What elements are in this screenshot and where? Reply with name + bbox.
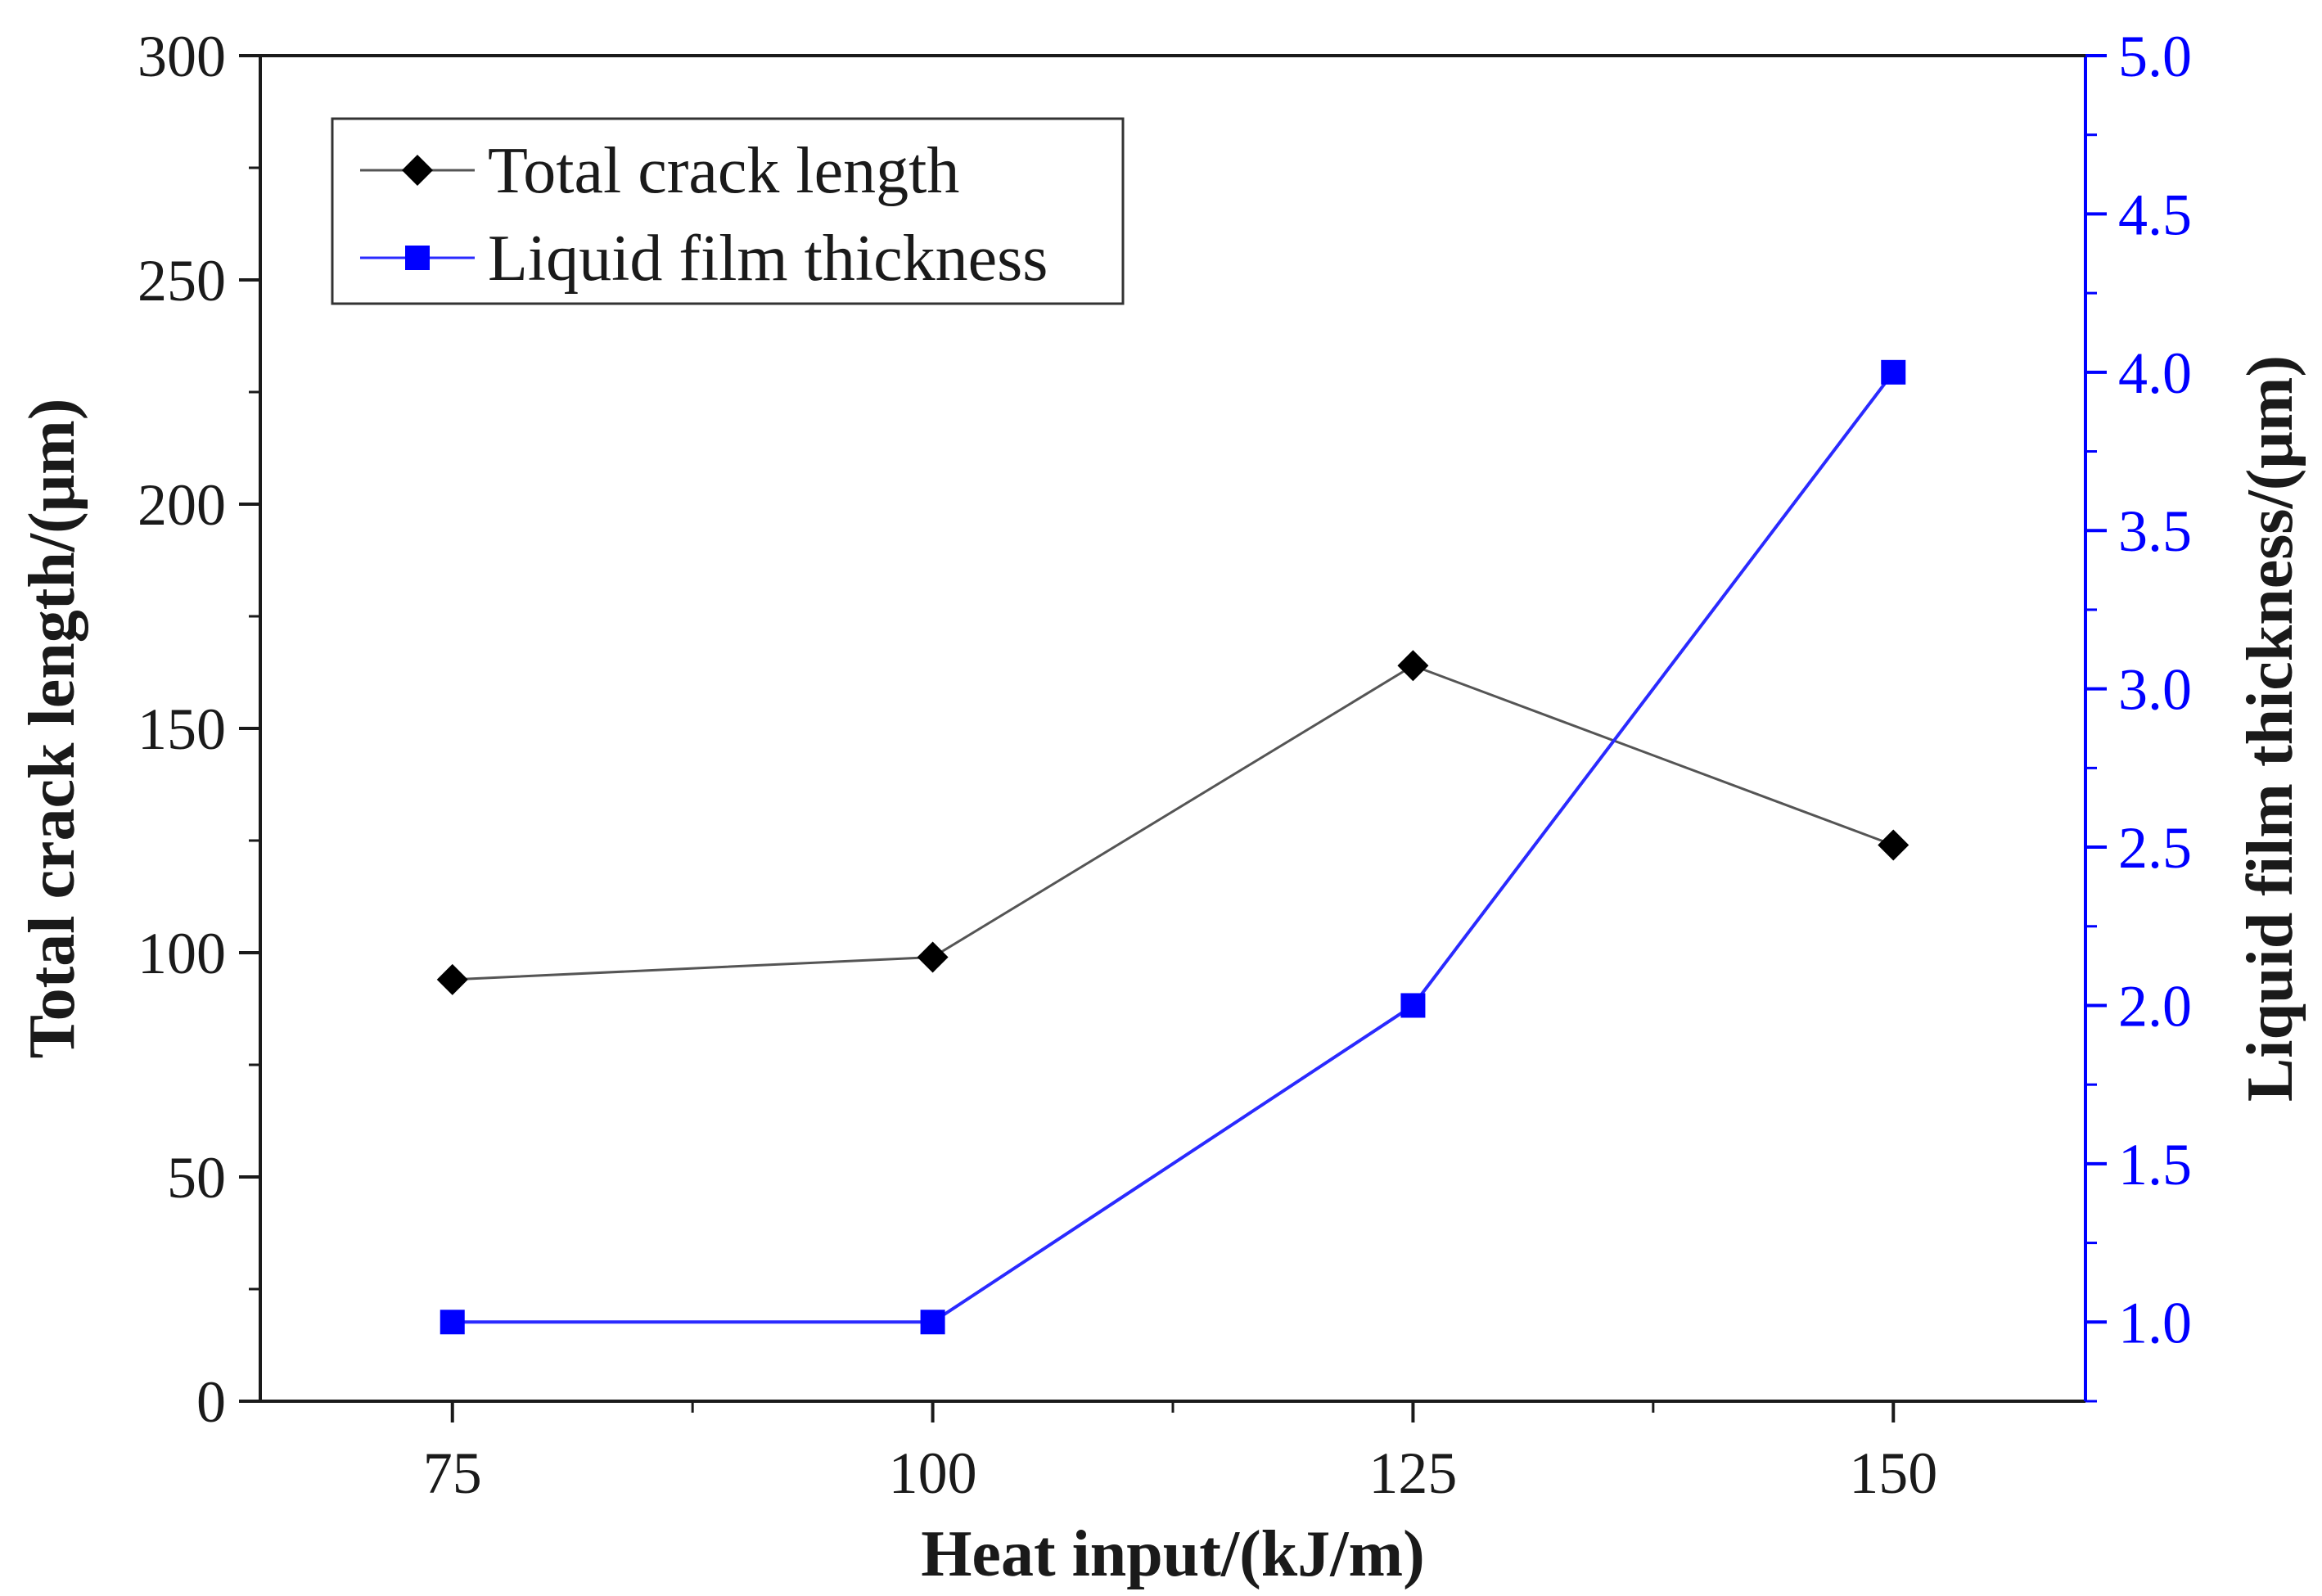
data-point-liquid-film-thickness bbox=[1400, 993, 1426, 1018]
right-y-axis-title: Liquid film thickness/(μm) bbox=[2234, 355, 2306, 1102]
x-axis-title: Heat input/(kJ/m) bbox=[921, 1518, 1425, 1590]
series-line-liquid-film-thickness bbox=[452, 371, 1895, 1324]
legend-label-total-crack-length: Total crack length bbox=[488, 135, 959, 207]
x-tick-label: 150 bbox=[1849, 1440, 1937, 1506]
legend-box bbox=[331, 117, 1125, 305]
left-y-tick-label: 0 bbox=[196, 1369, 226, 1435]
series-line-total-crack-length bbox=[452, 664, 1894, 981]
left-y-tick-label: 250 bbox=[138, 248, 226, 313]
right-y-tick-label: 1.5 bbox=[2118, 1132, 2192, 1197]
legend-marker-diamond bbox=[402, 155, 433, 186]
series-layer bbox=[436, 359, 1909, 1335]
right-y-tick-label: 2.5 bbox=[2118, 815, 2192, 881]
right-y-tick-label: 3.5 bbox=[2118, 498, 2192, 564]
axes bbox=[239, 54, 2107, 1422]
tick-labels: 0 50 100 150 200 250 300 1.0 1.5 2.0 2.5 3.0 3.5 4.0 4… bbox=[138, 24, 2192, 1506]
axis-titles: Heat input/(kJ/m) Total crack length/(μm… bbox=[16, 355, 2306, 1590]
data-point-liquid-film-thickness bbox=[920, 1310, 945, 1335]
right-y-tick-label: 1.0 bbox=[2118, 1290, 2192, 1355]
left-y-tick-label: 100 bbox=[138, 921, 226, 986]
data-point-total-crack-length bbox=[1878, 829, 1909, 861]
right-y-tick-label: 4.0 bbox=[2118, 340, 2192, 406]
left-y-tick-label: 300 bbox=[138, 24, 226, 89]
data-point-liquid-film-thickness bbox=[1881, 359, 1906, 385]
data-point-total-crack-length bbox=[1397, 650, 1429, 682]
left-y-tick-label: 200 bbox=[138, 472, 226, 538]
left-y-tick-label: 150 bbox=[138, 697, 226, 762]
x-tick-label: 125 bbox=[1368, 1440, 1457, 1506]
data-point-total-crack-length bbox=[436, 963, 468, 995]
legend-marker-square bbox=[405, 246, 430, 270]
x-tick-label: 75 bbox=[423, 1440, 482, 1506]
left-y-tick-label: 50 bbox=[167, 1145, 226, 1211]
data-point-total-crack-length bbox=[917, 941, 949, 973]
right-y-tick-label: 2.0 bbox=[2118, 973, 2192, 1039]
right-y-tick-label: 5.0 bbox=[2118, 24, 2192, 89]
x-tick-label: 100 bbox=[889, 1440, 977, 1506]
left-y-axis-title: Total crack length/(μm) bbox=[16, 399, 88, 1059]
right-y-tick-label: 3.0 bbox=[2118, 657, 2192, 723]
legend-label-liquid-film-thickness: Liquid film thickness bbox=[488, 223, 1048, 295]
legend: Total crack length Liquid film thickness bbox=[331, 117, 1125, 305]
right-y-tick-label: 4.5 bbox=[2118, 182, 2192, 247]
data-point-liquid-film-thickness bbox=[440, 1310, 465, 1335]
